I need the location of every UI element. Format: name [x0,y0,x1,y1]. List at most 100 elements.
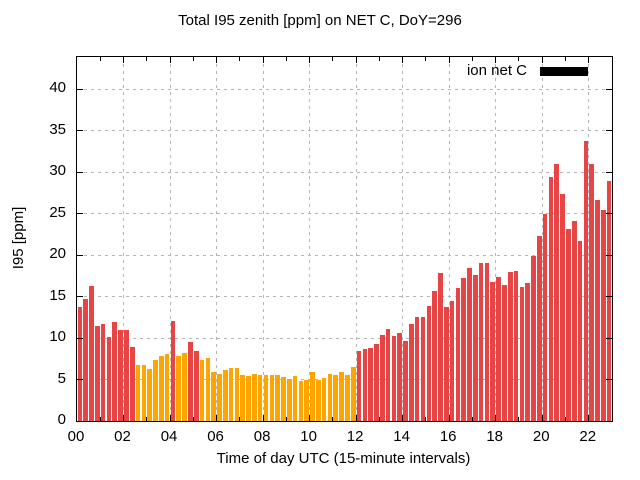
x-tick [309,415,311,421]
bar-08:45 [281,377,286,421]
x-gridline [448,57,450,421]
bar-07:45 [257,374,263,421]
bar-13:45 [397,333,403,421]
y-tick [606,130,612,132]
x-tick [425,57,427,61]
x-tick [402,415,404,421]
bar-04:15 [176,355,182,421]
bar-05:30 [205,357,211,421]
bar-00:00 [77,306,83,421]
x-tick [332,57,334,61]
bar-15:00 [426,305,432,421]
bar-02:00 [124,329,129,421]
bar-12:45 [374,343,379,421]
plot-area: ion net C [76,56,613,422]
bar-12:00 [356,351,362,421]
bar-18:30 [507,271,513,421]
bar-15:45 [443,306,449,421]
y-gridline [77,88,612,90]
x-tick [262,57,264,63]
x-tick-label: 22 [579,428,597,445]
x-tick [564,57,566,61]
bar-10:30 [321,377,327,421]
legend-swatch [540,66,588,76]
bar-06:15 [222,369,228,421]
x-tick-label: 00 [67,428,85,445]
bar-12:30 [368,348,373,421]
bar-06:45 [234,367,240,421]
legend-label: ion net C [466,62,527,79]
bar-11:00 [333,374,339,421]
bar-01:15 [106,337,112,421]
y-tick [606,379,612,381]
bar-03:30 [159,355,164,421]
bar-06:00 [217,373,222,421]
x-tick [216,57,218,63]
bar-21:15 [571,221,577,421]
y-tick [77,254,83,256]
x-tick [146,57,148,61]
x-tick [378,57,380,61]
bar-18:00 [496,276,501,421]
y-tick [606,296,612,298]
y-tick-label: 15 [49,286,66,304]
y-tick [77,337,83,339]
bar-21:00 [566,228,571,421]
bar-11:45 [350,367,356,421]
bar-04:45 [188,342,193,421]
bar-15:30 [438,273,443,421]
bar-18:45 [513,270,519,421]
y-gridline [77,213,612,215]
bar-03:45 [164,353,170,421]
x-tick [99,417,101,421]
bar-16:30 [461,278,466,421]
x-tick [169,415,171,421]
y-tick [606,254,612,256]
x-gridline [402,57,404,421]
y-tick [77,379,83,381]
x-tick [448,57,450,63]
x-tick [378,417,380,421]
bar-22:30 [600,209,606,421]
bar-16:45 [467,267,472,421]
bar-08:15 [269,374,275,421]
bar-17:30 [484,262,490,421]
bar-10:00 [310,372,315,421]
x-tick-label: 14 [393,428,410,445]
bar-07:15 [246,376,251,421]
bar-22:15 [595,199,600,421]
x-tick-label: 12 [346,428,364,445]
bar-21:45 [583,140,589,421]
x-tick [262,415,264,421]
x-tick [471,417,473,421]
y-tick-label: 30 [49,162,66,180]
bar-05:00 [193,351,199,421]
x-tick [355,415,357,421]
y-tick-label: 40 [49,79,66,97]
bar-14:00 [403,340,408,421]
bar-00:30 [89,285,94,421]
y-tick-label: 0 [57,411,66,428]
y-gridline [77,254,612,256]
x-tick [588,415,590,421]
x-gridline [262,57,264,421]
y-tick [77,213,83,215]
x-tick [239,57,241,61]
bar-22:00 [589,163,594,421]
bar-22:45 [606,181,612,421]
x-axis-label: Time of day UTC (15-minute intervals) [216,450,471,467]
x-tick [332,417,334,421]
y-gridline [77,379,612,381]
x-tick [123,57,125,63]
bar-15:15 [432,290,437,421]
x-tick [448,415,450,421]
x-gridline [123,57,125,421]
y-tick [77,130,83,132]
bar-07:00 [240,375,246,421]
y-tick [606,88,612,90]
bar-08:00 [263,375,269,421]
bar-14:30 [414,316,420,421]
x-tick [518,57,520,61]
x-gridline [309,57,311,421]
bar-13:30 [391,336,397,421]
